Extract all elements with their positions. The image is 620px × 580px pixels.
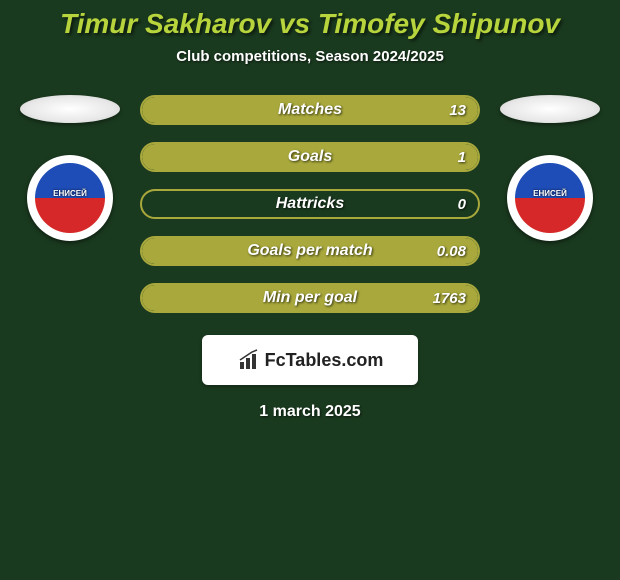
chart-icon: [237, 348, 261, 372]
left-player-col: ЕНИСЕЙ: [20, 95, 120, 241]
right-club-name: ЕНИСЕЙ: [533, 189, 567, 198]
stat-bar: Goals per match0.08: [140, 236, 480, 266]
stat-value: 13: [449, 97, 466, 123]
right-club-badge: ЕНИСЕЙ: [507, 155, 593, 241]
stats-column: Matches13 Goals1 Hattricks0 Goals per match…: [140, 95, 480, 313]
stat-label: Matches: [142, 97, 478, 123]
right-club-badge-bottom: [515, 198, 585, 233]
left-club-badge: ЕНИСЕЙ: [27, 155, 113, 241]
logo-text: FcTables.com: [265, 350, 384, 371]
stat-label: Min per goal: [142, 285, 478, 311]
left-player-avatar: [20, 95, 120, 123]
comparison-row: ЕНИСЕЙ Matches13 Goals1 Hattricks0 Goals pe…: [0, 95, 620, 313]
stat-bar: Hattricks0: [140, 189, 480, 219]
stat-value: 1763: [433, 285, 466, 311]
fctables-logo: FcTables.com: [202, 335, 418, 385]
stat-bar: Matches13: [140, 95, 480, 125]
stat-bar: Goals1: [140, 142, 480, 172]
stat-value: 0: [458, 191, 466, 217]
subtitle: Club competitions, Season 2024/2025: [0, 48, 620, 65]
left-club-name: ЕНИСЕЙ: [53, 189, 87, 198]
stat-bar: Min per goal1763: [140, 283, 480, 313]
date-label: 1 march 2025: [0, 403, 620, 421]
stat-label: Hattricks: [142, 191, 478, 217]
stat-label: Goals per match: [142, 238, 478, 264]
stat-value: 0.08: [437, 238, 466, 264]
stat-label: Goals: [142, 144, 478, 170]
right-player-col: ЕНИСЕЙ: [500, 95, 600, 241]
stat-value: 1: [458, 144, 466, 170]
left-club-badge-bottom: [35, 198, 105, 233]
right-player-avatar: [500, 95, 600, 123]
page-title: Timur Sakharov vs Timofey Shipunov: [0, 0, 620, 40]
